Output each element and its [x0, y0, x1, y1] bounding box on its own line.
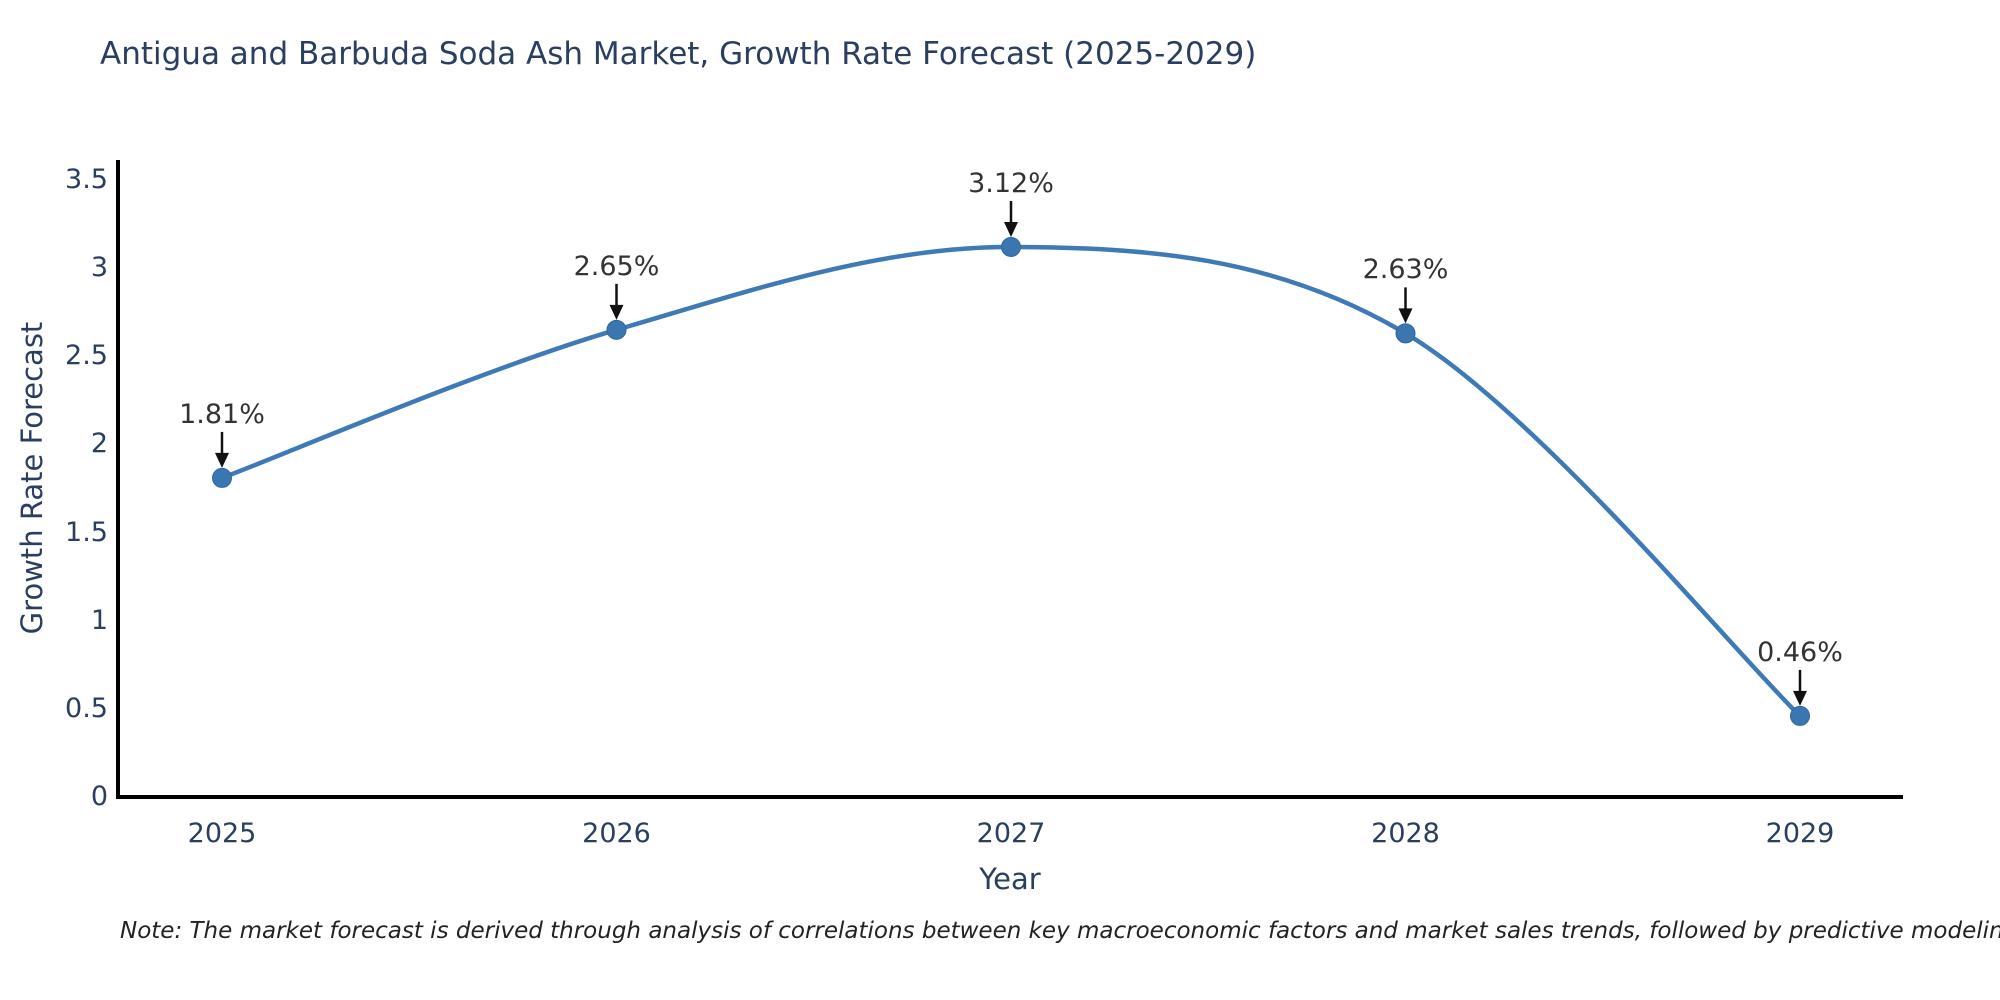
point-value-label: 1.81% — [179, 398, 265, 430]
y-tick-label: 0.5 — [65, 692, 108, 724]
annotation-arrow-head — [215, 452, 229, 468]
x-tick-label: 2026 — [582, 818, 651, 849]
data-point-marker — [1790, 705, 1810, 726]
y-tick-label: 1 — [90, 604, 108, 636]
x-tick-label: 2029 — [1765, 818, 1835, 849]
y-tick-label: 1.5 — [65, 516, 108, 548]
annotation-arrow-head — [609, 304, 624, 320]
y-tick-label: 2.5 — [65, 340, 108, 372]
y-tick-label: 3.5 — [65, 164, 108, 195]
x-tick-label: 2028 — [1371, 818, 1440, 849]
chart-title: Antigua and Barbuda Soda Ash Market, Gro… — [100, 36, 1257, 72]
annotation-arrow-head — [1398, 308, 1413, 324]
data-point-marker — [1001, 236, 1021, 257]
y-tick-label: 3 — [90, 252, 108, 284]
data-point-marker — [1395, 323, 1416, 344]
x-tick-label: 2025 — [187, 818, 257, 849]
trend-line — [219, 244, 1803, 719]
data-point-marker — [606, 319, 627, 340]
annotation-arrow-head — [1793, 690, 1807, 706]
y-tick-label: 0 — [90, 781, 108, 812]
y-tick-label: 2 — [90, 428, 108, 460]
data-point-marker — [212, 467, 232, 488]
point-value-label: 0.46% — [1757, 636, 1843, 668]
footnote: Note: The market forecast is derived thr… — [120, 918, 2000, 944]
x-tick-label: 2027 — [976, 818, 1046, 849]
point-value-label: 2.63% — [1362, 254, 1449, 286]
annotation-arrow-head — [1004, 221, 1018, 237]
x-axis-title: Year — [979, 862, 1041, 896]
point-value-label: 2.65% — [573, 250, 660, 282]
point-value-label: 3.12% — [968, 167, 1054, 199]
